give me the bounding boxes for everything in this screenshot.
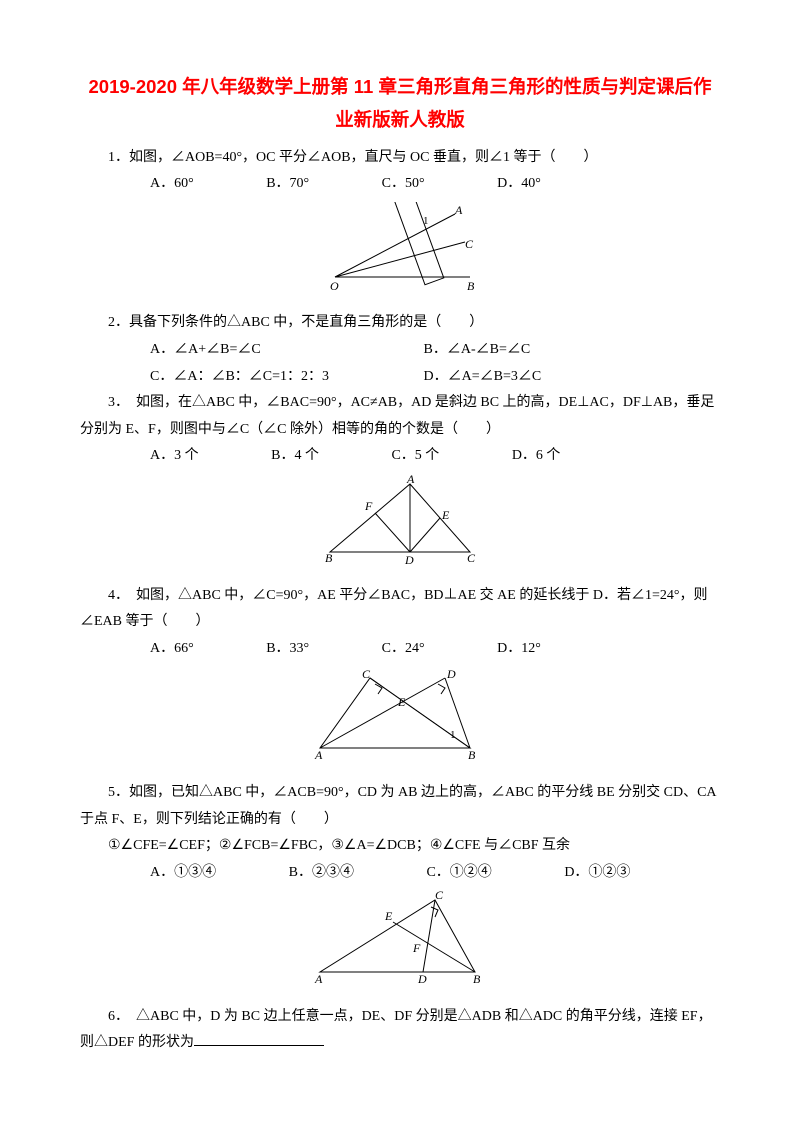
svg-text:A: A bbox=[314, 972, 323, 985]
q3-opt-c: C．5 个 bbox=[356, 443, 439, 470]
q3-figure: B C A D F E bbox=[80, 474, 720, 575]
q5-opt-d: D．①②③ bbox=[529, 860, 630, 887]
svg-text:D: D bbox=[417, 972, 427, 985]
q4-figure: A B C D E 1 bbox=[80, 666, 720, 772]
q4-options: A．66° B．33° C．24° D．12° bbox=[80, 636, 720, 663]
svg-text:A: A bbox=[454, 203, 463, 217]
q3-opt-d: D．6 个 bbox=[477, 443, 561, 470]
svg-text:C: C bbox=[467, 551, 476, 564]
q6-stem: 6． △ABC 中，D 为 BC 边上任意一点，DE、DF 分别是△ADB 和△… bbox=[80, 1004, 720, 1057]
q5-opt-a: A．①③④ bbox=[115, 860, 216, 887]
q1-options: A．60° B．70° C．50° D．40° bbox=[80, 171, 720, 198]
q2-options-row2: C．∠A：∠B：∠C=1：2：3 D．∠A=∠B=3∠C bbox=[80, 364, 720, 391]
q5-options: A．①③④ B．②③④ C．①②④ D．①②③ bbox=[80, 860, 720, 887]
q3-opt-b: B．4 个 bbox=[236, 443, 319, 470]
svg-text:E: E bbox=[384, 909, 393, 923]
svg-text:E: E bbox=[397, 695, 406, 709]
q1-opt-c: C．50° bbox=[347, 171, 425, 198]
q1-opt-b: B．70° bbox=[231, 171, 309, 198]
q1-figure: O B C A 1 bbox=[80, 202, 720, 303]
svg-text:A: A bbox=[406, 474, 415, 486]
q3-stem: 3． 如图，在△ABC 中，∠BAC=90°，AC≠AB，AD 是斜边 BC 上… bbox=[80, 390, 720, 443]
q5-list: ①∠CFE=∠CEF；②∠FCB=∠FBC，③∠A=∠DCB；④∠CFE 与∠C… bbox=[80, 833, 720, 860]
q2-stem: 2．具备下列条件的△ABC 中，不是直角三角形的是（ ） bbox=[80, 310, 720, 337]
svg-text:A: A bbox=[314, 748, 323, 761]
svg-text:D: D bbox=[446, 667, 456, 681]
svg-text:B: B bbox=[467, 279, 475, 292]
svg-text:C: C bbox=[465, 237, 474, 251]
q1-opt-d: D．40° bbox=[462, 171, 541, 198]
svg-text:C: C bbox=[362, 667, 371, 681]
svg-text:B: B bbox=[473, 972, 481, 985]
svg-text:C: C bbox=[435, 890, 444, 902]
q2-opt-d: D．∠A=∠B=3∠C bbox=[389, 364, 659, 391]
q3-opt-a: A．3 个 bbox=[115, 443, 199, 470]
q4-stem: 4． 如图，△ABC 中，∠C=90°，AE 平分∠BAC，BD⊥AE 交 AE… bbox=[80, 583, 720, 636]
q5-opt-b: B．②③④ bbox=[254, 860, 354, 887]
svg-text:B: B bbox=[325, 551, 333, 564]
svg-text:F: F bbox=[364, 499, 373, 513]
q2-options-row1: A．∠A+∠B=∠C B．∠A-∠B=∠C bbox=[80, 337, 720, 364]
svg-text:1: 1 bbox=[423, 215, 429, 227]
q2-opt-a: A．∠A+∠B=∠C bbox=[115, 337, 385, 364]
q1-opt-a: A．60° bbox=[115, 171, 194, 198]
q4-opt-b: B．33° bbox=[231, 636, 309, 663]
page-title: 2019-2020 年八年级数学上册第 11 章三角形直角三角形的性质与判定课后… bbox=[80, 70, 720, 137]
svg-text:F: F bbox=[412, 941, 421, 955]
q1-stem: 1．如图，∠AOB=40°，OC 平分∠AOB，直尺与 OC 垂直，则∠1 等于… bbox=[80, 145, 720, 172]
q2-opt-c: C．∠A：∠B：∠C=1：2：3 bbox=[115, 364, 385, 391]
svg-text:D: D bbox=[404, 553, 414, 564]
q4-opt-a: A．66° bbox=[115, 636, 194, 663]
q3-options: A．3 个 B．4 个 C．5 个 D．6 个 bbox=[80, 443, 720, 470]
q5-opt-c: C．①②④ bbox=[391, 860, 491, 887]
q2-opt-b: B．∠A-∠B=∠C bbox=[389, 337, 659, 364]
svg-text:B: B bbox=[468, 748, 476, 761]
svg-text:1: 1 bbox=[450, 729, 456, 741]
q4-opt-c: C．24° bbox=[347, 636, 425, 663]
q5-stem: 5．如图，已知△ABC 中，∠ACB=90°，CD 为 AB 边上的高，∠ABC… bbox=[80, 780, 720, 833]
q5-figure: A B C D E F bbox=[80, 890, 720, 996]
q6-blank bbox=[194, 1031, 324, 1046]
svg-text:O: O bbox=[330, 279, 339, 292]
q6-stem-text: 6． △ABC 中，D 为 BC 边上任意一点，DE、DF 分别是△ADB 和△… bbox=[80, 1009, 712, 1051]
svg-text:E: E bbox=[441, 508, 450, 522]
q4-opt-d: D．12° bbox=[462, 636, 541, 663]
